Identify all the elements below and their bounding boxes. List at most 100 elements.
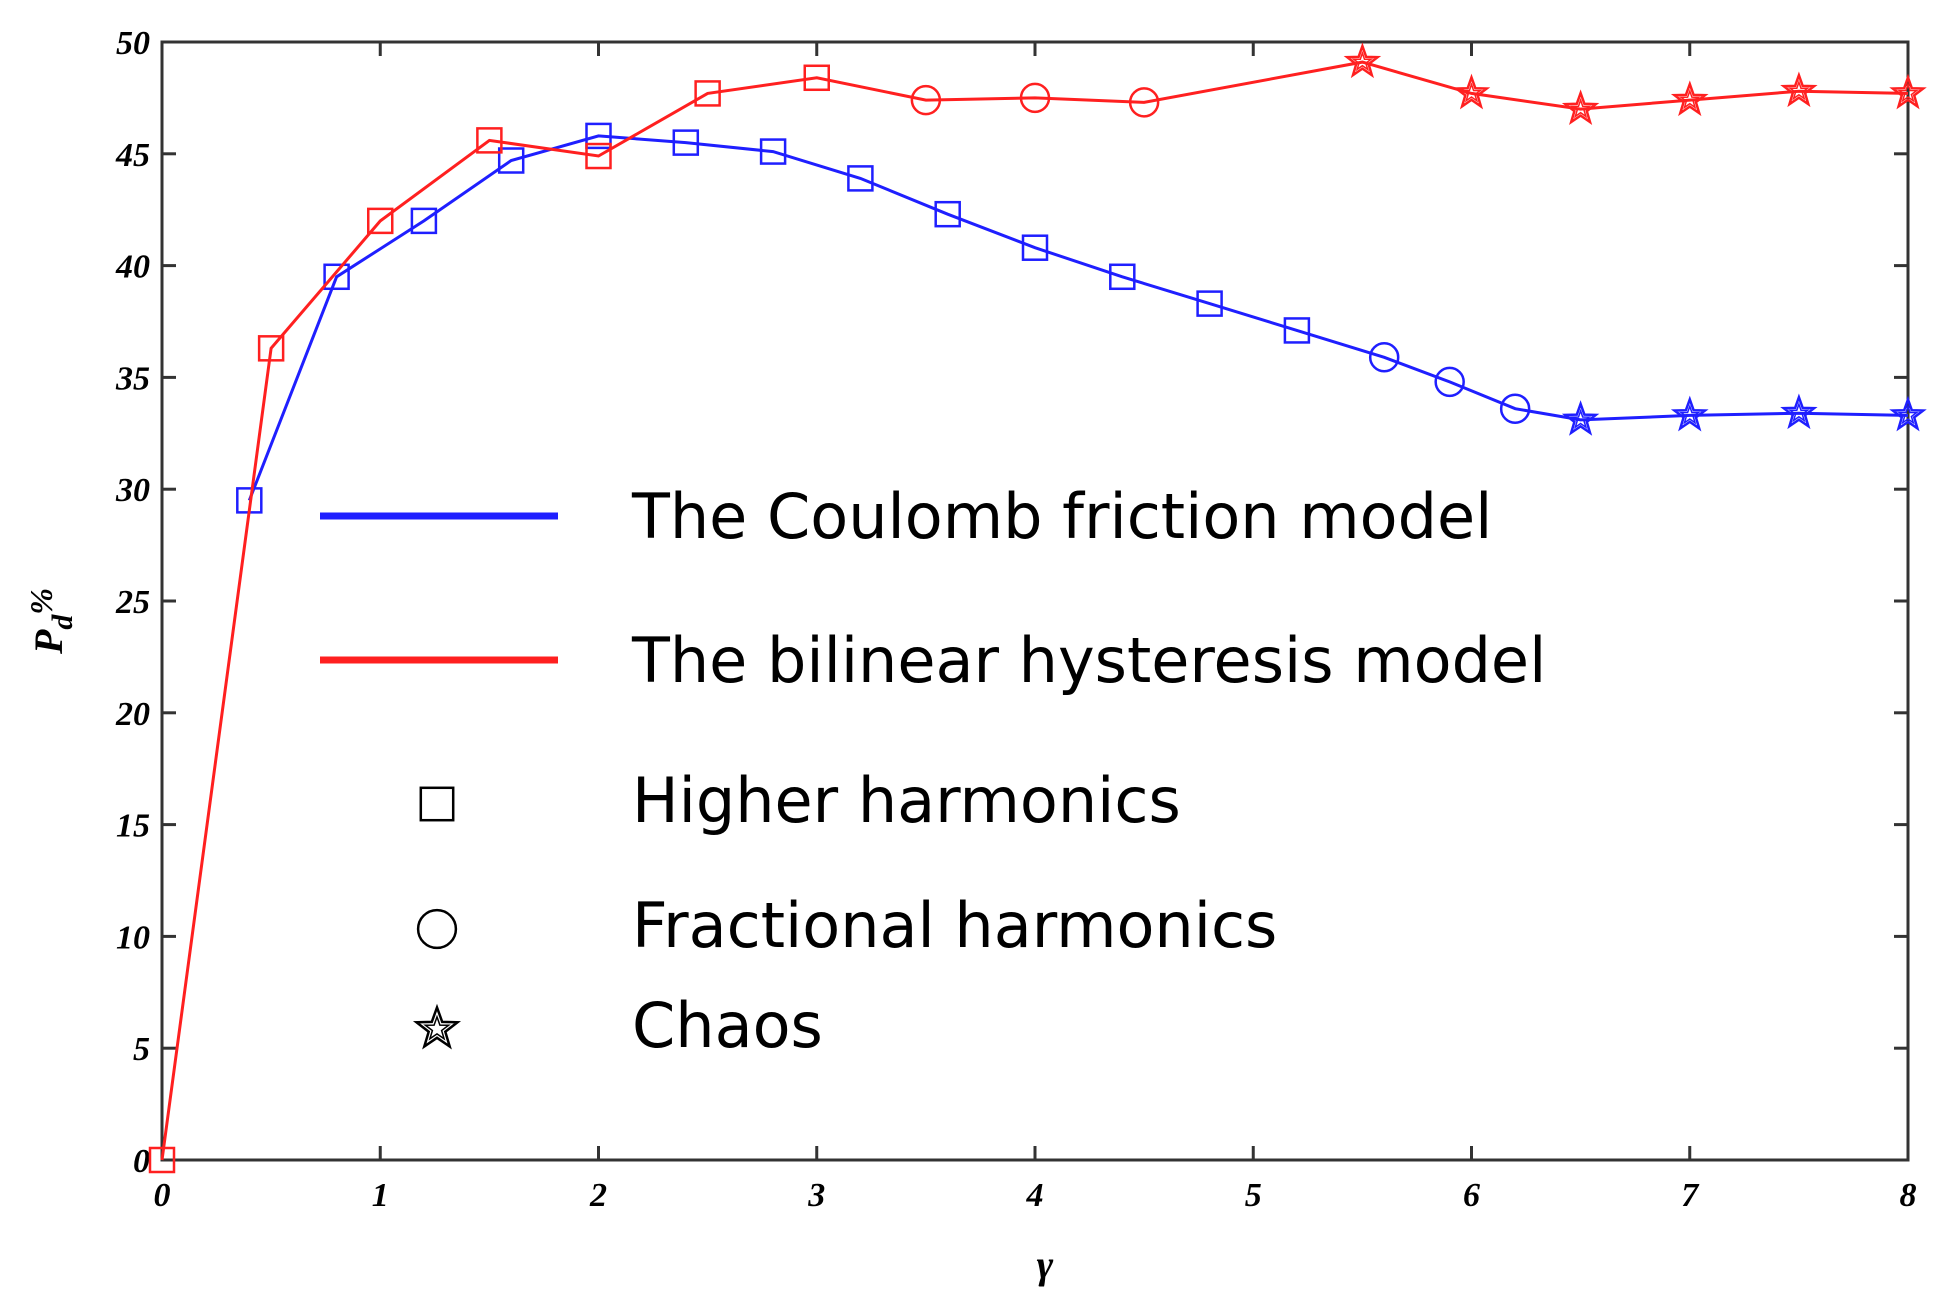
data-point-star bbox=[1780, 393, 1818, 430]
data-series bbox=[148, 42, 1927, 1174]
data-point-star bbox=[1889, 395, 1927, 432]
data-point-star bbox=[1452, 73, 1491, 110]
data-point-square bbox=[672, 129, 700, 156]
star-inner bbox=[1460, 82, 1483, 103]
y-tick-label: 40 bbox=[115, 249, 150, 286]
data-point-star bbox=[1670, 80, 1709, 117]
data-point-square bbox=[323, 263, 350, 291]
legend-label: The Coulomb friction model bbox=[631, 480, 1492, 553]
star-inner bbox=[1569, 97, 1592, 119]
data-point-square bbox=[1196, 290, 1223, 317]
series-line bbox=[160, 60, 1909, 1161]
data-point-circle bbox=[1499, 393, 1531, 424]
data-point-square bbox=[410, 207, 438, 235]
x-tick-label: 8 bbox=[1900, 1177, 1917, 1214]
data-point-square bbox=[367, 207, 394, 235]
x-axis-label: γ bbox=[1037, 1242, 1054, 1287]
data-point-circle bbox=[1434, 366, 1465, 398]
star-outline bbox=[1343, 42, 1382, 79]
legend-label: The bilinear hysteresis model bbox=[631, 624, 1546, 697]
y-tick-label: 25 bbox=[115, 584, 150, 621]
legend-label: Fractional harmonics bbox=[632, 889, 1277, 962]
y-tick-label: 45 bbox=[115, 137, 150, 174]
x-tick-label: 5 bbox=[1245, 1177, 1262, 1214]
series-line bbox=[247, 134, 1909, 501]
star-inner bbox=[1897, 404, 1919, 425]
y-tick-label: 35 bbox=[115, 360, 150, 397]
data-point-circle bbox=[1368, 342, 1400, 373]
x-tick-label: 1 bbox=[372, 1177, 389, 1214]
star-inner bbox=[1679, 404, 1701, 425]
star-inner bbox=[1788, 401, 1810, 423]
data-point-circle bbox=[1019, 82, 1051, 114]
star-outline bbox=[1452, 73, 1491, 110]
x-tick-label: 3 bbox=[807, 1177, 825, 1214]
x-tick-label: 6 bbox=[1463, 1177, 1480, 1214]
y-tick-label: 0 bbox=[133, 1143, 150, 1180]
star-outline bbox=[412, 1003, 462, 1050]
y-tick-label: 50 bbox=[116, 25, 150, 62]
star-inner bbox=[1897, 82, 1919, 103]
star-inner bbox=[1351, 50, 1374, 72]
x-tick-label: 4 bbox=[1026, 1177, 1044, 1214]
data-point-star bbox=[1343, 42, 1382, 79]
star-inner bbox=[1679, 88, 1701, 110]
data-point-square bbox=[1109, 263, 1136, 291]
data-point-square bbox=[497, 147, 525, 174]
data-point-square bbox=[585, 142, 612, 170]
data-point-circle bbox=[1128, 87, 1160, 118]
data-point-square bbox=[1021, 234, 1049, 261]
data-point-square bbox=[694, 80, 721, 107]
star-outline bbox=[1780, 71, 1818, 108]
x-tick-label: 0 bbox=[154, 1177, 171, 1214]
star-outline bbox=[1561, 400, 1600, 436]
data-point-square bbox=[476, 127, 503, 154]
data-point-star bbox=[1561, 400, 1600, 436]
data-point-star bbox=[1561, 89, 1600, 125]
y-tick-label: 30 bbox=[115, 472, 150, 509]
legend-label: Higher harmonics bbox=[632, 764, 1181, 837]
x-tick-label: 7 bbox=[1681, 1177, 1700, 1214]
data-point-square bbox=[1283, 317, 1311, 344]
star-outline bbox=[1780, 393, 1818, 430]
y-tick-label: 10 bbox=[116, 919, 150, 956]
series-1 bbox=[148, 42, 1927, 1174]
y-axis-label: Pd% bbox=[23, 588, 79, 655]
legend-marker-star bbox=[412, 1003, 462, 1050]
y-tick-label: 20 bbox=[115, 696, 150, 733]
star-inner bbox=[423, 1014, 451, 1041]
data-point-square bbox=[148, 1146, 176, 1174]
legend-label: Chaos bbox=[632, 989, 823, 1062]
data-point-star bbox=[1889, 73, 1927, 110]
series-0 bbox=[236, 122, 1927, 514]
legend: The Coulomb friction model The bilinear h… bbox=[320, 480, 1546, 1062]
star-outline bbox=[1889, 395, 1927, 432]
star-outline bbox=[1889, 73, 1927, 110]
star-outline bbox=[1561, 89, 1600, 125]
data-point-square bbox=[257, 335, 285, 362]
data-point-square bbox=[847, 165, 874, 192]
legend-entry: Fractional harmonics bbox=[416, 889, 1277, 962]
star-outline bbox=[1670, 80, 1709, 117]
data-point-square bbox=[585, 122, 612, 150]
legend-entry: Chaos bbox=[412, 989, 823, 1062]
legend-marker-square bbox=[419, 786, 455, 822]
legend-entry: The bilinear hysteresis model bbox=[320, 624, 1546, 697]
data-point-star bbox=[1780, 71, 1818, 108]
data-point-star bbox=[1670, 395, 1709, 432]
legend-entry: The Coulomb friction model bbox=[320, 480, 1492, 553]
data-point-square bbox=[934, 200, 961, 228]
star-outline bbox=[1670, 395, 1709, 432]
legend-marker-circle bbox=[416, 908, 458, 950]
data-point-circle bbox=[910, 84, 942, 116]
star-inner bbox=[1569, 408, 1592, 430]
star-inner bbox=[1788, 79, 1810, 101]
y-tick-label: 15 bbox=[116, 808, 150, 845]
y-tick-label: 5 bbox=[133, 1031, 150, 1068]
legend-entry: Higher harmonics bbox=[419, 764, 1181, 837]
data-point-square bbox=[803, 64, 830, 92]
x-tick-label: 2 bbox=[589, 1177, 607, 1214]
